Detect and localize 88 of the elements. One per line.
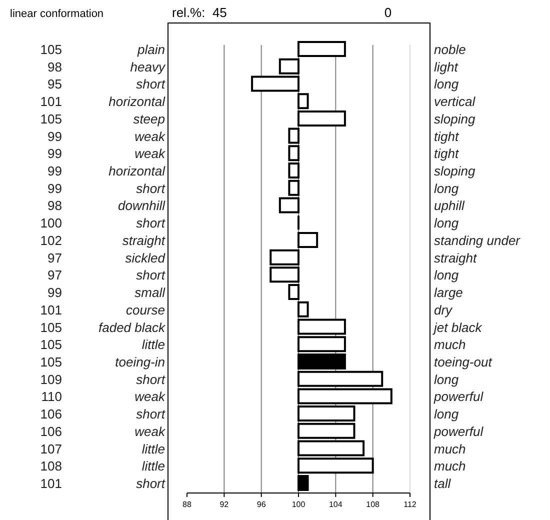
y2-tick-label: uphill <box>434 198 466 214</box>
text: 0 <box>384 5 392 20</box>
y-tick-label: straight <box>122 232 166 248</box>
y2-tick-label: long <box>434 372 460 387</box>
y-tick-label: heavy <box>130 59 166 74</box>
y-tick-label: weak <box>134 389 166 404</box>
data-label: 97 <box>48 268 62 283</box>
x-tick-label: 92 <box>220 500 230 509</box>
y-tick-label: toeing-in <box>115 354 165 370</box>
y2-tick-label: light <box>434 59 460 74</box>
y2-tick-label: large <box>434 285 463 300</box>
y2-tick-label: sloping <box>434 111 476 126</box>
y-tick-label: steep <box>133 111 165 126</box>
y-tick-label: weak <box>134 424 166 439</box>
data-label: 106 <box>40 424 62 439</box>
y2-tick-label: much <box>434 441 466 456</box>
data-label: 100 <box>40 216 62 231</box>
y2-tick-label: straight <box>434 250 478 266</box>
y-tick-label: plain <box>136 42 165 57</box>
x-tick-label: 96 <box>256 500 266 509</box>
x-tick-label: 100 <box>292 500 306 509</box>
y-tick-label: small <box>134 285 166 300</box>
y-tick-label: weak <box>134 146 166 162</box>
y-tick-label: horizontal <box>108 94 166 110</box>
x-tick-label: 104 <box>328 500 343 509</box>
data-label: 101 <box>40 94 62 110</box>
data-label: 105 <box>40 320 62 335</box>
data-label: 99 <box>48 164 62 179</box>
y2-tick-label: long <box>434 268 460 283</box>
y2-tick-label: long <box>434 216 460 231</box>
y2-tick-label: standing under <box>434 232 521 248</box>
y-tick-label: short <box>136 372 166 387</box>
y-tick-label: horizontal <box>108 164 166 179</box>
y2-tick-label: dry <box>434 302 454 318</box>
y2-tick-label: powerful <box>433 424 484 439</box>
data-label: 99 <box>48 128 62 144</box>
y-tick-label: downhill <box>118 198 166 214</box>
data-label: 99 <box>48 285 62 300</box>
y2-tick-label: toeing-out <box>434 354 494 370</box>
data-label: 108 <box>40 458 62 474</box>
data-label: 105 <box>40 354 62 370</box>
data-label: 102 <box>40 232 62 248</box>
y2-tick-label: noble <box>434 42 466 57</box>
y-tick-label: little <box>142 458 165 474</box>
y2-tick-label: vertical <box>434 94 476 110</box>
x-tick-label: 108 <box>366 500 380 509</box>
data-label: 97 <box>48 250 62 266</box>
data-label: 110 <box>41 389 62 404</box>
y-tick-label: short <box>136 476 166 491</box>
y2-tick-label: long <box>434 180 460 196</box>
y-tick-label: sickled <box>125 250 166 266</box>
y-tick-label: course <box>126 302 165 318</box>
data-label: 101 <box>40 476 62 491</box>
y2-tick-label: long <box>434 406 460 422</box>
data-label: 99 <box>48 146 62 162</box>
y-tick-label: short <box>136 406 166 422</box>
y2-tick-label: powerful <box>433 389 484 404</box>
data-label: 105 <box>40 42 62 57</box>
x-tick-label: 88 <box>182 500 192 509</box>
y-tick-label: short <box>136 76 166 92</box>
y2-tick-label: long <box>434 76 460 92</box>
data-label: 107 <box>40 441 62 456</box>
data-label: 105 <box>40 337 62 352</box>
x-tick-label: 112 <box>404 500 417 509</box>
y2-tick-label: tight <box>434 146 460 162</box>
y2-tick-label: tight <box>434 128 460 144</box>
y-tick-label: faded black <box>98 320 166 335</box>
text: linear conformation <box>10 8 104 20</box>
data-label: 95 <box>48 76 62 92</box>
y2-tick-label: much <box>434 458 466 474</box>
y-tick-label: weak <box>134 128 166 144</box>
data-label: 106 <box>40 406 62 422</box>
data-label: 99 <box>48 180 62 196</box>
data-label: 109 <box>40 372 62 387</box>
y-tick-label: little <box>142 441 165 456</box>
y-tick-label: short <box>136 180 166 196</box>
data-label: 98 <box>48 198 62 214</box>
y2-tick-label: jet black <box>432 320 484 335</box>
data-label: 105 <box>40 111 62 126</box>
text: rel.%: 45 <box>172 5 227 20</box>
y-tick-label: short <box>136 268 166 283</box>
y2-tick-label: tall <box>434 476 452 491</box>
y2-tick-label: sloping <box>434 164 476 179</box>
y-tick-label: little <box>142 337 165 352</box>
data-label: 101 <box>40 302 62 318</box>
y2-tick-label: much <box>434 337 466 352</box>
y-tick-label: short <box>136 216 166 231</box>
data-label: 98 <box>48 59 62 74</box>
